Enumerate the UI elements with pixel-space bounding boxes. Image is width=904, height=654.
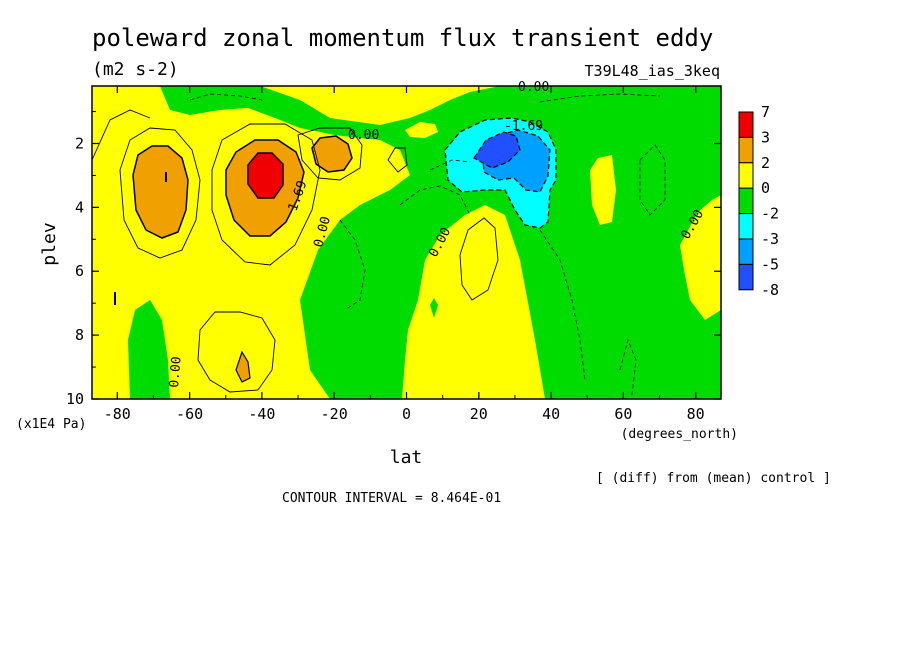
contour-lines — [91, 109, 499, 393]
contour-label: 0.00 — [348, 128, 379, 143]
colorbar-label: 2 — [761, 154, 770, 172]
dashed-contour-line — [339, 219, 366, 311]
negative-regions — [128, 86, 721, 399]
x-tick-label: 60 — [614, 405, 632, 423]
x-tick-label: -20 — [321, 405, 348, 423]
x-tick-label: 0 — [402, 405, 411, 423]
contour-line — [91, 109, 151, 161]
colorbar-label: -8 — [761, 281, 779, 299]
y-units-label: (x1E4 Pa) — [16, 417, 86, 432]
contour-interval: CONTOUR INTERVAL = 8.464E-01 — [282, 491, 501, 506]
chart-title: poleward zonal momentum flux transient e… — [92, 24, 713, 52]
colorbar: 7 3 2 0 -2 -3 -5 -8 — [738, 103, 779, 299]
x-tick-label: -80 — [104, 405, 131, 423]
x-tick-label: -60 — [176, 405, 203, 423]
y-tick-label: 6 — [75, 262, 84, 280]
y-axis: 2 4 6 8 10 — [66, 111, 721, 408]
contour-line — [297, 127, 363, 181]
x-axis: -80 -60 -40 -20 0 20 40 60 80 — [104, 86, 705, 423]
colorbar-label: -5 — [761, 255, 779, 273]
y-tick-label: 10 — [66, 390, 84, 408]
positive-islands — [305, 94, 721, 320]
y-tick-label: 8 — [75, 326, 84, 344]
colorbar-label: 0 — [761, 179, 770, 197]
plot-area: 0.00 0.00 1.69 0.00 0.00 0.00 -1.69 0.00 — [91, 80, 722, 400]
dashed-contour-line — [639, 144, 666, 216]
run-label: T39L48_ias_3keq — [585, 62, 720, 80]
colorbar-swatch — [738, 111, 754, 138]
dashed-contour-line — [539, 93, 661, 103]
positive-maxima — [132, 135, 353, 383]
x-tick-label: -40 — [248, 405, 275, 423]
red-maximum — [247, 152, 284, 199]
contour-line — [211, 123, 321, 266]
x-tick-label: 40 — [542, 405, 560, 423]
colorbar-label: 7 — [761, 103, 770, 121]
colorbar-label: -2 — [761, 205, 779, 223]
colorbar-swatch — [738, 263, 754, 291]
contour-label: 0.00 — [167, 356, 185, 389]
contour-line — [387, 147, 408, 173]
colorbar-label: 3 — [761, 128, 770, 146]
dark-blue-minimum — [473, 131, 521, 169]
chart-units: (m2 s-2) — [92, 59, 179, 80]
dashed-contour-line — [399, 185, 471, 216]
x-tick-label: 20 — [470, 405, 488, 423]
colorbar-label: -3 — [761, 230, 779, 248]
colorbar-swatch — [738, 187, 754, 215]
colorbar-swatch — [738, 136, 754, 164]
diff-note: [ (diff) from (mean) control ] — [596, 471, 831, 486]
colorbar-swatch — [738, 162, 754, 189]
negative-minima — [444, 117, 557, 229]
colorbar-swatch — [738, 213, 754, 240]
x-units-label: (degrees_north) — [621, 427, 738, 442]
yellow-island-equatorial — [405, 122, 438, 138]
y-tick-label: 4 — [75, 198, 84, 216]
green-region-main — [160, 86, 721, 399]
orange-maximum-subtropical — [311, 135, 353, 173]
dashed-contour-lines — [189, 93, 666, 396]
x-tick-label: 80 — [687, 405, 705, 423]
x-axis-label: lat — [390, 447, 423, 468]
dashed-contour-line — [539, 229, 586, 381]
yellow-island-polar — [680, 195, 721, 320]
contour-line — [459, 217, 499, 301]
dashed-contour-line — [619, 338, 637, 396]
dashed-contour-line — [429, 159, 471, 171]
green-region-small — [430, 298, 438, 318]
yellow-island-east — [590, 155, 616, 225]
contour-label: 0.00 — [518, 80, 549, 95]
y-axis-label: plev — [39, 222, 60, 265]
green-region-south — [128, 300, 170, 399]
orange-maximum-surface — [235, 350, 251, 383]
contour-line — [119, 127, 201, 259]
colorbar-swatch — [738, 238, 754, 265]
contour-label: -1.69 — [504, 119, 543, 134]
yellow-island-upper — [305, 94, 395, 110]
contour-line — [197, 311, 276, 393]
y-tick-label: 2 — [75, 134, 84, 152]
dashed-contour-line — [189, 93, 263, 101]
orange-maximum-south — [132, 145, 189, 239]
